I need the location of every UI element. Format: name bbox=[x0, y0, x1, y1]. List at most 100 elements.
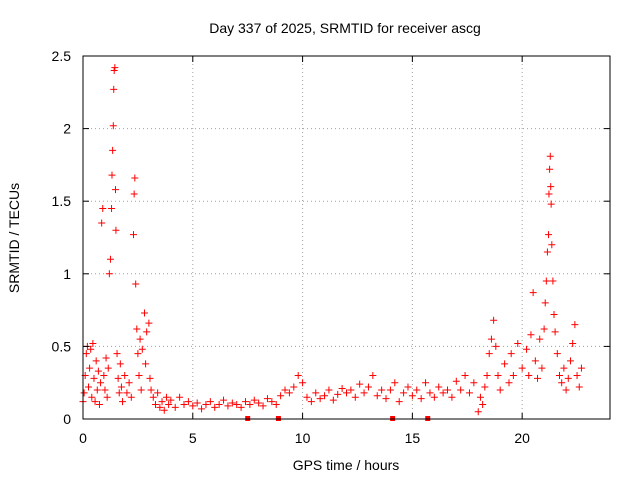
data-point bbox=[444, 386, 452, 394]
data-point bbox=[136, 335, 144, 343]
data-point bbox=[479, 400, 487, 408]
x-tick-label: 10 bbox=[295, 430, 311, 446]
data-point bbox=[294, 371, 302, 379]
data-point bbox=[228, 399, 236, 407]
data-point bbox=[158, 398, 166, 406]
data-point bbox=[369, 371, 377, 379]
data-point bbox=[103, 393, 111, 401]
data-point bbox=[558, 379, 566, 387]
data-point bbox=[109, 122, 117, 130]
data-point bbox=[154, 389, 162, 397]
data-point bbox=[307, 398, 315, 406]
data-point bbox=[542, 277, 550, 285]
data-point bbox=[569, 339, 577, 347]
data-point bbox=[165, 400, 173, 408]
data-point bbox=[130, 190, 138, 198]
data-point bbox=[483, 371, 491, 379]
data-point bbox=[224, 402, 232, 410]
data-point bbox=[413, 386, 421, 394]
data-point bbox=[149, 393, 157, 401]
y-tick-label: 0 bbox=[63, 411, 71, 427]
data-point bbox=[509, 371, 517, 379]
data-point bbox=[338, 385, 346, 393]
y-tick-label: 2.5 bbox=[52, 48, 72, 64]
data-point bbox=[329, 396, 337, 404]
data-point bbox=[347, 386, 355, 394]
data-point bbox=[386, 386, 394, 394]
data-point bbox=[321, 392, 329, 400]
data-point bbox=[391, 379, 399, 387]
data-point bbox=[115, 389, 123, 397]
data-point bbox=[237, 403, 245, 411]
data-point bbox=[545, 190, 553, 198]
data-point bbox=[211, 403, 219, 411]
data-point bbox=[303, 393, 311, 401]
data-point bbox=[88, 393, 96, 401]
data-point bbox=[343, 389, 350, 397]
data-point bbox=[206, 398, 214, 406]
data-point bbox=[545, 231, 553, 239]
data-point bbox=[220, 396, 228, 404]
data-point bbox=[137, 386, 145, 394]
data-point bbox=[546, 152, 554, 160]
data-point bbox=[538, 364, 546, 372]
data-point bbox=[259, 402, 267, 410]
data-point bbox=[112, 226, 120, 234]
data-point bbox=[518, 364, 526, 372]
data-point bbox=[255, 399, 263, 407]
data-point bbox=[400, 389, 408, 397]
data-point bbox=[95, 400, 103, 408]
data-point bbox=[189, 402, 197, 410]
data-point bbox=[176, 393, 184, 401]
data-point bbox=[571, 321, 579, 329]
data-point bbox=[97, 379, 105, 387]
data-point bbox=[408, 392, 416, 400]
data-point bbox=[127, 393, 135, 401]
data-point bbox=[281, 386, 289, 394]
data-point bbox=[114, 374, 122, 382]
data-point bbox=[268, 398, 276, 406]
x-tick-label: 15 bbox=[405, 430, 421, 446]
data-point bbox=[125, 379, 133, 387]
data-point bbox=[202, 400, 210, 408]
data-point bbox=[505, 379, 513, 387]
data-point bbox=[89, 339, 97, 347]
data-point bbox=[474, 408, 482, 416]
data-point bbox=[426, 389, 434, 397]
data-point bbox=[131, 174, 139, 182]
data-point bbox=[94, 367, 102, 375]
x-tick-label: 0 bbox=[79, 430, 87, 446]
data-point bbox=[86, 364, 94, 372]
data-point bbox=[147, 386, 155, 394]
data-point bbox=[151, 400, 159, 408]
data-point bbox=[246, 400, 254, 408]
chart-title: Day 337 of 2025, SRMTID for receiver asc… bbox=[209, 20, 481, 36]
data-point bbox=[404, 383, 412, 391]
data-point bbox=[351, 393, 359, 401]
data-point bbox=[496, 386, 504, 394]
data-point bbox=[465, 389, 473, 397]
data-point bbox=[494, 371, 502, 379]
data-point bbox=[566, 357, 574, 365]
data-point bbox=[98, 219, 106, 227]
data-point bbox=[102, 354, 110, 362]
data-point bbox=[452, 377, 460, 385]
data-point bbox=[531, 357, 539, 365]
data-point bbox=[108, 171, 116, 179]
data-point bbox=[373, 392, 381, 400]
data-point bbox=[541, 299, 549, 307]
data-point bbox=[180, 400, 188, 408]
data-point bbox=[100, 371, 108, 379]
data-point bbox=[285, 389, 293, 397]
data-point bbox=[548, 241, 556, 249]
data-point bbox=[133, 325, 141, 333]
data-point bbox=[132, 280, 140, 288]
y-axis-title: SRMTID / TECUs bbox=[6, 183, 22, 293]
data-point bbox=[527, 331, 535, 339]
data-point bbox=[439, 389, 447, 397]
data-point bbox=[145, 319, 153, 327]
data-point bbox=[80, 389, 88, 397]
data-point bbox=[184, 398, 192, 406]
data-point bbox=[485, 350, 493, 358]
